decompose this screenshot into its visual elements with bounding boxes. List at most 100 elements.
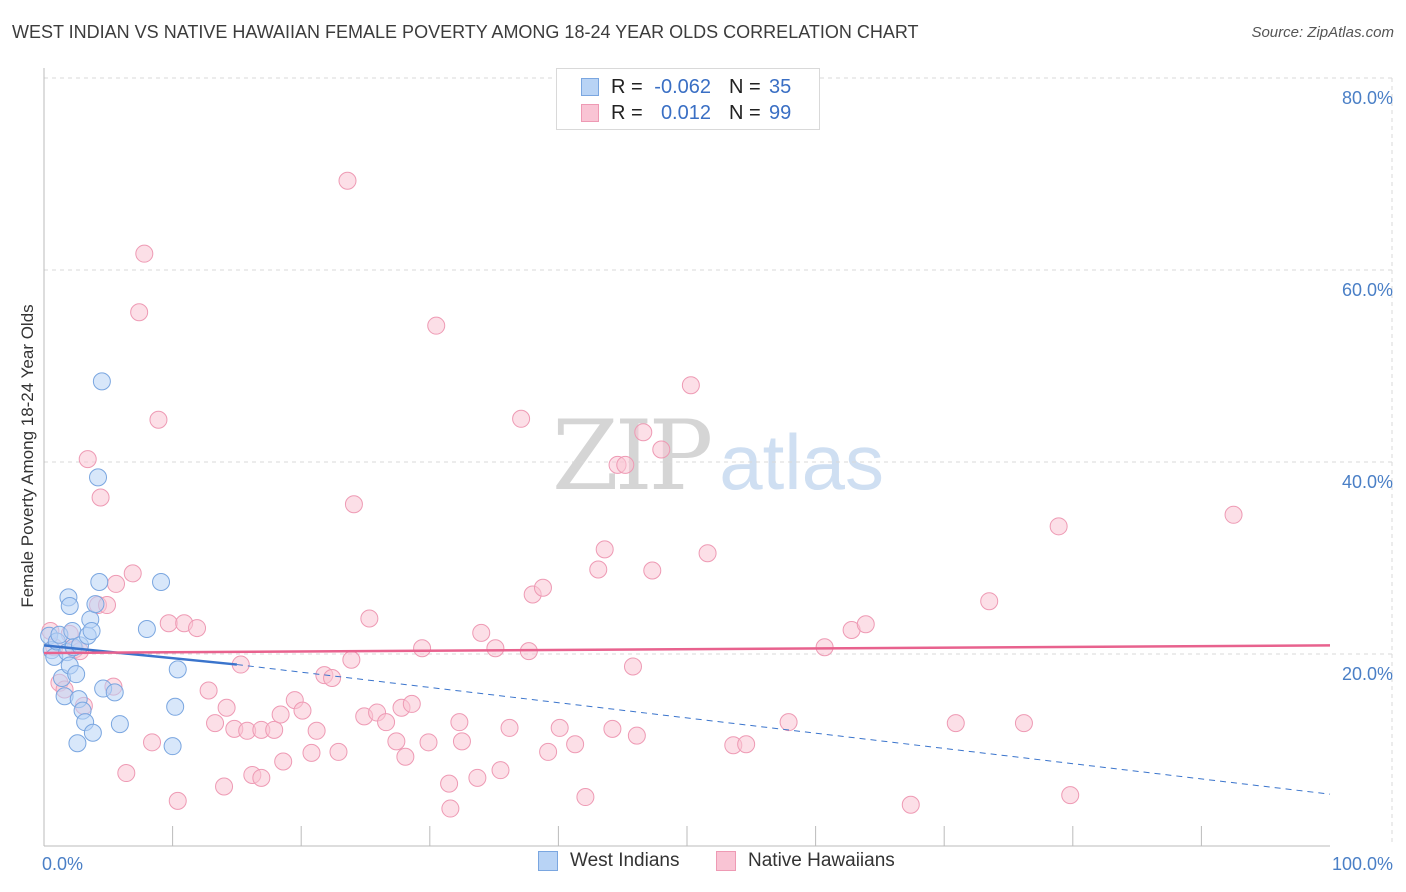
native-hawaiians-point bbox=[779, 713, 798, 732]
native-hawaiians-point bbox=[856, 615, 875, 634]
native-hawaiians-point bbox=[623, 657, 642, 676]
native-hawaiians-point bbox=[149, 410, 168, 429]
native-hawaiians-point bbox=[468, 768, 487, 787]
y-tick-label: 40.0% bbox=[1342, 472, 1393, 492]
x-tick-label: 0.0% bbox=[42, 854, 83, 874]
native-hawaiians-point bbox=[344, 495, 363, 514]
native-hawaiians-point bbox=[681, 376, 700, 395]
west-indians-point bbox=[110, 715, 129, 734]
native-hawaiians-point bbox=[217, 698, 236, 717]
legend-item-west-indians: West Indians bbox=[538, 850, 679, 872]
native-hawaiians-point bbox=[396, 747, 415, 766]
legend-swatch-west-indians bbox=[538, 851, 558, 871]
native-hawaiians-point bbox=[643, 561, 662, 580]
native-hawaiians-point bbox=[627, 726, 646, 745]
native-hawaiians-point bbox=[91, 488, 110, 507]
y-tick-label: 60.0% bbox=[1342, 280, 1393, 300]
native-hawaiians-point bbox=[377, 713, 396, 732]
native-hawaiians-point bbox=[595, 540, 614, 559]
native-hawaiians-point bbox=[419, 733, 438, 752]
native-hawaiians-point bbox=[274, 752, 293, 771]
native-hawaiians-point bbox=[1049, 517, 1068, 536]
native-hawaiians-point bbox=[512, 409, 531, 428]
native-hawaiians-point bbox=[188, 619, 207, 638]
native-hawaiians-point bbox=[329, 742, 348, 761]
native-hawaiians-point bbox=[265, 720, 284, 739]
native-hawaiians-point bbox=[123, 564, 142, 583]
native-hawaiians-point bbox=[215, 777, 234, 796]
native-hawaiians-point bbox=[117, 764, 136, 783]
native-hawaiians-point bbox=[616, 455, 635, 474]
west-indians-point bbox=[137, 620, 156, 639]
legend-stats: R = -0.062 N = 35 R = 0.012 N = 99 bbox=[556, 68, 820, 130]
native-hawaiians-point bbox=[168, 791, 187, 810]
west-indians-point bbox=[89, 468, 108, 487]
west-indians-point bbox=[92, 372, 111, 391]
native-hawaiians-point bbox=[440, 774, 459, 793]
west-indians-point bbox=[90, 573, 109, 591]
west-indians-point bbox=[105, 683, 124, 702]
watermark-zip: ZIP bbox=[552, 400, 713, 512]
west-indians-point bbox=[166, 697, 185, 716]
native-hawaiians-point bbox=[533, 578, 552, 597]
native-hawaiians-point bbox=[307, 721, 326, 740]
west-indians-point bbox=[163, 737, 182, 756]
native-hawaiians-point bbox=[652, 440, 671, 459]
x-tick-label: 100.0% bbox=[1332, 854, 1393, 874]
legend-n-value: 35 bbox=[769, 75, 792, 98]
native-hawaiians-point bbox=[550, 718, 569, 737]
native-hawaiians-point bbox=[323, 669, 342, 687]
west-indians-point bbox=[82, 621, 101, 640]
west-indians-trend-extension bbox=[236, 664, 1331, 795]
legend-swatch-west-indians bbox=[581, 78, 599, 96]
native-hawaiians-point bbox=[472, 623, 491, 642]
legend-n-value: 99 bbox=[769, 101, 792, 124]
legend-label-native-hawaiians: Native Hawaiians bbox=[748, 850, 895, 871]
legend-swatch-native-hawaiians bbox=[581, 104, 599, 122]
legend-row-west-indians: R = -0.062 N = 35 bbox=[581, 75, 791, 99]
native-hawaiians-point bbox=[78, 450, 97, 469]
native-hawaiians-point bbox=[338, 171, 357, 190]
native-hawaiians-point bbox=[441, 799, 460, 818]
native-hawaiians-point bbox=[946, 714, 965, 733]
native-hawaiians-point bbox=[589, 560, 608, 579]
legend-r-value: -0.062 bbox=[654, 75, 711, 98]
native-hawaiians-point bbox=[1061, 786, 1080, 805]
native-hawaiians-point bbox=[450, 713, 469, 732]
native-hawaiians-point bbox=[737, 735, 756, 754]
native-hawaiians-point bbox=[603, 719, 622, 738]
native-hawaiians-point bbox=[901, 795, 920, 814]
watermark: ZIP atlas bbox=[552, 400, 884, 512]
legend-series: West Indians Native Hawaiians bbox=[0, 850, 1406, 878]
y-tick-label: 20.0% bbox=[1342, 664, 1393, 684]
native-hawaiians-point bbox=[1224, 505, 1243, 524]
native-hawaiians-point bbox=[539, 742, 558, 761]
native-hawaiians-point bbox=[980, 592, 999, 611]
native-hawaiians-point bbox=[130, 303, 149, 322]
native-hawaiians-point bbox=[107, 574, 126, 593]
native-hawaiians-point bbox=[402, 694, 421, 713]
legend-row-native-hawaiians: R = 0.012 N = 99 bbox=[581, 101, 791, 125]
chart-title: WEST INDIAN VS NATIVE HAWAIIAN FEMALE PO… bbox=[12, 22, 919, 42]
native-hawaiians-point bbox=[500, 718, 519, 737]
legend-r-value: 0.012 bbox=[660, 101, 711, 124]
legend-item-native-hawaiians: Native Hawaiians bbox=[716, 850, 895, 872]
native-hawaiians-point bbox=[206, 714, 225, 733]
native-hawaiians-trend-line bbox=[43, 644, 1331, 655]
native-hawaiians-point bbox=[566, 735, 585, 754]
native-hawaiians-point bbox=[1014, 714, 1033, 733]
legend-n-label: N = bbox=[729, 75, 761, 98]
legend-r-label: R = bbox=[611, 75, 643, 98]
west-indians-point bbox=[86, 595, 105, 614]
legend-label-west-indians: West Indians bbox=[570, 850, 680, 871]
legend-swatch-native-hawaiians bbox=[716, 851, 736, 871]
y-tick-label: 80.0% bbox=[1342, 88, 1393, 108]
west-indians-point bbox=[168, 660, 187, 679]
west-indians-point bbox=[67, 665, 86, 684]
west-indians-point bbox=[68, 734, 87, 753]
native-hawaiians-point bbox=[387, 732, 406, 751]
native-hawaiians-point bbox=[698, 544, 717, 563]
native-hawaiians-point bbox=[427, 316, 446, 335]
native-hawaiians-point bbox=[302, 743, 321, 762]
